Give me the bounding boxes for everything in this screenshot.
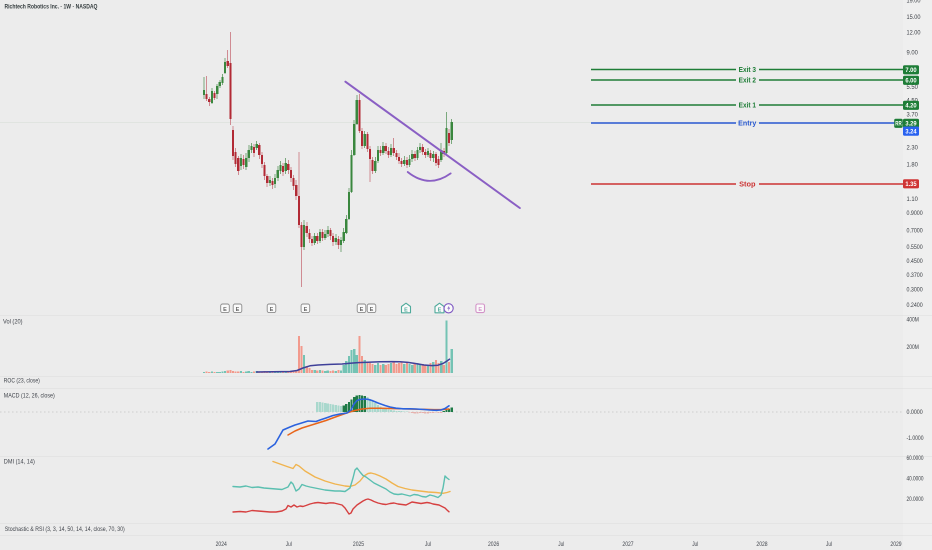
- svg-text:Vol (20): Vol (20): [3, 320, 23, 326]
- svg-text:Exit 1: Exit 1: [739, 103, 756, 110]
- svg-text:Stop: Stop: [739, 182, 755, 189]
- svg-text:12.00: 12.00: [907, 29, 921, 36]
- svg-text:2.30: 2.30: [907, 145, 919, 152]
- svg-text:15.00: 15.00: [907, 14, 921, 21]
- svg-text:3.70: 3.70: [907, 111, 919, 118]
- svg-text:E: E: [360, 307, 364, 313]
- svg-text:0.5500: 0.5500: [907, 244, 924, 251]
- svg-text:400M: 400M: [907, 316, 919, 323]
- svg-text:0.4500: 0.4500: [907, 258, 924, 265]
- svg-text:DMI (14, 14): DMI (14, 14): [4, 460, 35, 466]
- svg-text:RR: RR: [895, 121, 902, 128]
- svg-text:0.0000: 0.0000: [907, 409, 924, 416]
- svg-text:E: E: [270, 307, 274, 313]
- svg-text:9.00: 9.00: [907, 49, 919, 56]
- svg-text:ROC (23, close): ROC (23, close): [4, 378, 40, 384]
- svg-text:2025: 2025: [353, 541, 365, 548]
- svg-text:3.24: 3.24: [905, 129, 917, 136]
- svg-text:E: E: [304, 307, 308, 313]
- svg-text:0.2400: 0.2400: [907, 302, 924, 309]
- svg-text:Richtech Robotics Inc. · 1W ·: Richtech Robotics Inc. · 1W · NASDAQ: [5, 3, 98, 10]
- svg-text:6.00: 6.00: [905, 78, 917, 85]
- svg-text:40.0000: 40.0000: [907, 475, 924, 482]
- svg-text:2029: 2029: [890, 541, 902, 548]
- svg-text:0.3700: 0.3700: [907, 272, 924, 279]
- svg-text:Jul: Jul: [826, 541, 832, 548]
- svg-text:E: E: [438, 307, 442, 313]
- svg-text:Exit 3: Exit 3: [739, 67, 756, 74]
- svg-text:Exit 2: Exit 2: [739, 78, 756, 85]
- svg-text:Jul: Jul: [558, 541, 564, 548]
- svg-text:200M: 200M: [907, 344, 919, 351]
- svg-text:E: E: [223, 307, 227, 313]
- svg-text:0.9000: 0.9000: [907, 210, 924, 217]
- svg-text:19.00: 19.00: [907, 0, 921, 4]
- svg-text:5.50: 5.50: [907, 84, 919, 91]
- svg-text:20.0000: 20.0000: [907, 496, 924, 503]
- svg-text:MACD (12, 26, close): MACD (12, 26, close): [4, 393, 55, 399]
- svg-text:Entry: Entry: [738, 121, 756, 128]
- svg-text:1.35: 1.35: [905, 181, 917, 188]
- svg-text:2027: 2027: [622, 541, 634, 548]
- svg-text:3.29: 3.29: [905, 121, 917, 128]
- svg-text:E: E: [478, 307, 482, 313]
- svg-text:0.7000: 0.7000: [907, 227, 924, 234]
- svg-text:60.0000: 60.0000: [907, 455, 924, 462]
- svg-text:2026: 2026: [488, 541, 500, 548]
- svg-text:E: E: [236, 307, 240, 313]
- svg-text:0.3000: 0.3000: [907, 286, 924, 293]
- svg-text:Jul: Jul: [286, 541, 292, 548]
- svg-text:4.20: 4.20: [905, 103, 917, 110]
- svg-text:7.00: 7.00: [905, 67, 917, 74]
- svg-text:E: E: [404, 307, 408, 313]
- svg-text:2024: 2024: [216, 541, 228, 548]
- svg-text:Jul: Jul: [425, 541, 431, 548]
- svg-text:Stochastic & RSI (3, 3, 14, 50: Stochastic & RSI (3, 3, 14, 50, 14, 14, …: [5, 527, 125, 533]
- svg-text:1.10: 1.10: [907, 196, 919, 203]
- svg-text:E: E: [370, 307, 374, 313]
- svg-text:2028: 2028: [756, 541, 768, 548]
- svg-text:1.80: 1.80: [907, 162, 919, 169]
- svg-text:-1.0000: -1.0000: [907, 435, 924, 442]
- svg-text:Jul: Jul: [692, 541, 698, 548]
